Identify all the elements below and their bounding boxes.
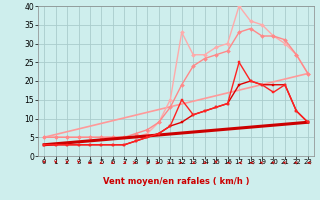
X-axis label: Vent moyen/en rafales ( km/h ): Vent moyen/en rafales ( km/h ) [103, 177, 249, 186]
